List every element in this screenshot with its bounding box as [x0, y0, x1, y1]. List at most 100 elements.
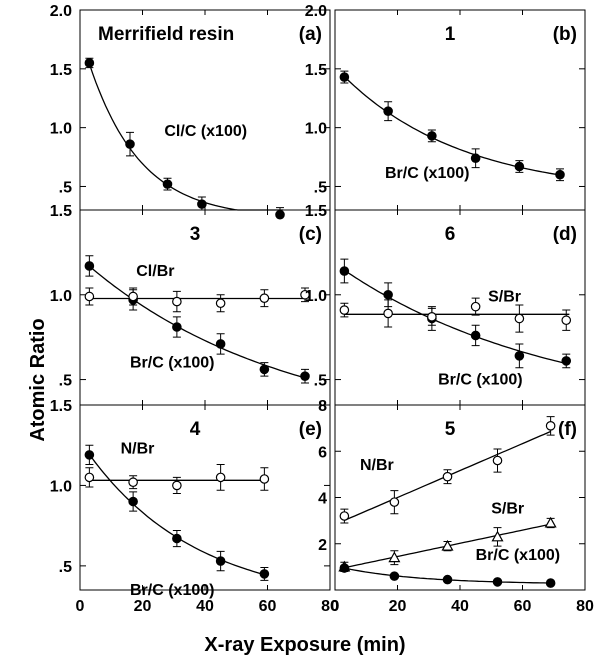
panel-title: Merrifield resin	[98, 24, 234, 45]
data-point	[389, 497, 400, 507]
data-point	[339, 266, 350, 276]
data-point	[514, 351, 525, 361]
series-cl-br: Cl/Br	[84, 263, 310, 313]
series-cl-c-x100-: Cl/C (x100)	[84, 57, 285, 220]
data-point	[197, 199, 207, 209]
series-label: Br/C (x100)	[130, 355, 214, 372]
data-point	[470, 301, 481, 312]
fit-line	[343, 76, 561, 176]
panel-frame	[79, 404, 331, 591]
x-tick-label: 40	[196, 598, 214, 615]
panel-e: .51.01.50 20 40 60 804 (e)Br/C (x100)N/Br	[50, 398, 339, 615]
data-point	[339, 563, 350, 573]
panel-letter: (f)	[558, 419, 577, 440]
y-tick-label: 2.0	[305, 3, 327, 20]
data-point	[84, 291, 95, 302]
fit-line	[88, 454, 265, 576]
y-tick-label: .5	[59, 559, 72, 576]
x-tick-label: 40	[451, 598, 469, 615]
data-point	[545, 421, 556, 431]
panel-a: .5 1.0 1.5 2.0 Merrifield resin (a) Cl/C (x100…	[50, 3, 331, 220]
y-tick-label: 8	[318, 398, 327, 415]
y-tick-label: 4	[318, 491, 327, 508]
data-point	[259, 474, 270, 484]
series-label: Br/C (x100)	[130, 582, 214, 599]
data-point	[128, 477, 138, 488]
panel-letter: (c)	[299, 224, 322, 245]
data-point	[215, 298, 226, 309]
y-tick-label: 1.5	[305, 203, 327, 220]
series-label: N/Br	[121, 440, 155, 457]
series-label: N/Br	[360, 457, 394, 474]
data-point	[162, 179, 173, 189]
data-point	[339, 72, 350, 82]
series-br-c-x100-: Br/C (x100)	[339, 70, 565, 182]
series-label: S/Br	[488, 289, 521, 306]
y-tick-label: 1.0	[305, 121, 327, 138]
data-point	[561, 356, 572, 366]
y-tick-label: .5	[314, 373, 327, 390]
data-point	[389, 571, 400, 581]
series-label: Br/C (x100)	[438, 372, 522, 389]
data-point	[215, 472, 226, 483]
panel-title: 3	[190, 224, 201, 245]
y-tick-label: 6	[318, 444, 327, 461]
data-point	[544, 516, 557, 528]
data-point	[561, 315, 572, 326]
data-point	[555, 169, 565, 180]
data-point	[339, 511, 350, 521]
data-point	[427, 131, 437, 141]
data-point	[172, 322, 182, 332]
data-point	[441, 539, 454, 551]
data-point	[300, 289, 310, 300]
data-point	[84, 450, 95, 460]
panel-letter: (d)	[553, 224, 577, 245]
data-point	[259, 293, 270, 303]
data-point	[470, 153, 481, 164]
data-point	[442, 471, 453, 482]
x-tick-label: 0	[76, 598, 85, 615]
data-point	[84, 261, 95, 271]
series-n-br: N/Br	[339, 416, 556, 524]
data-point	[514, 161, 525, 172]
panel-letter: (e)	[299, 419, 322, 440]
data-point	[427, 312, 437, 322]
series-label: Br/C (x100)	[385, 165, 469, 182]
data-point	[128, 496, 138, 507]
data-point	[172, 533, 182, 544]
data-point	[172, 296, 182, 307]
data-point	[383, 308, 393, 319]
data-point	[300, 371, 310, 381]
fit-line	[88, 265, 306, 379]
series-label: S/Br	[491, 501, 524, 518]
panel-title: 5	[445, 419, 456, 440]
y-tick-label: 1.5	[50, 203, 72, 220]
x-tick-label: 80	[576, 598, 594, 615]
series-label: Cl/C (x100)	[164, 123, 247, 140]
y-tick-label: 1.0	[305, 288, 327, 305]
data-point	[128, 291, 138, 302]
y-tick-label: 1.5	[50, 62, 72, 79]
fit-line	[344, 269, 570, 365]
data-point	[259, 364, 270, 375]
data-point	[383, 106, 393, 116]
y-tick-label: 1.0	[50, 121, 72, 138]
y-tick-label: .5	[59, 179, 72, 196]
data-point	[514, 313, 525, 324]
data-point	[545, 578, 556, 588]
y-tick-label: .5	[59, 373, 72, 390]
data-point	[84, 58, 95, 68]
x-tick-label: 20	[134, 598, 152, 615]
data-point	[339, 305, 350, 315]
data-point	[491, 530, 504, 542]
series-br-c-x100-: Br/C (x100)	[84, 444, 270, 599]
y-tick-label: 2.0	[50, 3, 72, 20]
y-tick-label: 1.0	[50, 288, 72, 305]
data-point	[84, 472, 95, 483]
x-tick-label: 0	[331, 598, 340, 615]
data-point	[275, 209, 285, 220]
data-point	[215, 339, 226, 349]
data-point	[125, 139, 135, 149]
